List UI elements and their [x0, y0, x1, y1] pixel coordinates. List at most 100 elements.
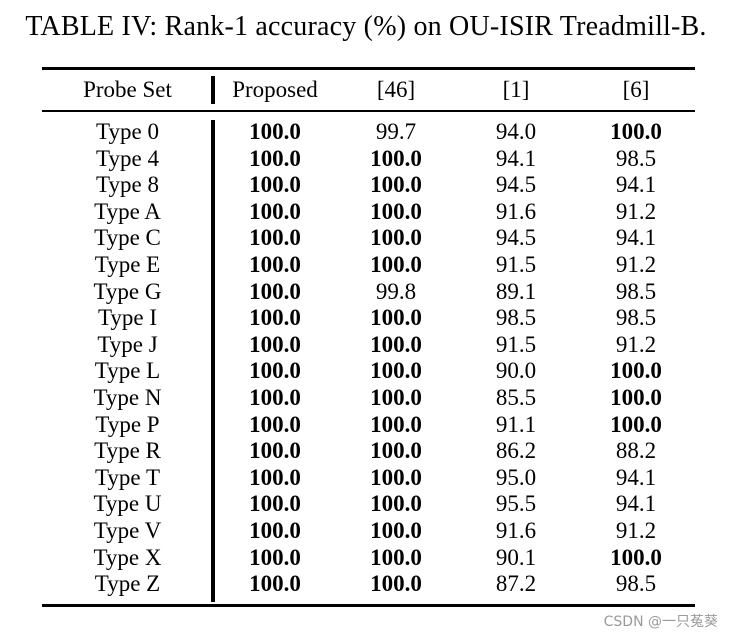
- accuracy-cell-proposed: 100.0: [249, 305, 301, 331]
- accuracy-cell-ref-6: 100.0: [610, 358, 662, 384]
- accuracy-cell-ref-46: 100.0: [370, 331, 422, 357]
- probe-set-cell: Type G: [93, 278, 162, 304]
- table-row: Type N 100.0 100.0 85.5 100.0: [0, 385, 732, 412]
- probe-set-cell: Type L: [94, 358, 161, 384]
- table-row: Type P 100.0 100.0 91.1 100.0: [0, 412, 732, 439]
- probe-set-cell: Type U: [93, 491, 162, 517]
- probe-set-cell: Type E: [94, 251, 161, 277]
- accuracy-cell-proposed: 100.0: [249, 225, 301, 251]
- accuracy-cell-ref-46: 100.0: [370, 491, 422, 517]
- accuracy-cell-ref-6: 94.1: [615, 491, 657, 517]
- accuracy-cell-ref-6: 91.2: [615, 331, 657, 357]
- accuracy-cell-ref-1: 86.2: [495, 438, 537, 464]
- accuracy-cell-proposed: 100.0: [249, 571, 301, 597]
- accuracy-cell-ref-46: 99.8: [375, 278, 417, 304]
- table-row: Type C 100.0 100.0 94.5 94.1: [0, 225, 732, 252]
- table-row: Type G 100.0 99.8 89.1 98.5: [0, 279, 732, 306]
- table-row: Type V 100.0 100.0 91.6 91.2: [0, 518, 732, 545]
- table-row: Type J 100.0 100.0 91.5 91.2: [0, 332, 732, 359]
- table-row: Type 4 100.0 100.0 94.1 98.5: [0, 146, 732, 173]
- accuracy-cell-ref-6: 98.5: [615, 145, 657, 171]
- body-column-divider: [211, 120, 215, 602]
- accuracy-cell-proposed: 100.0: [249, 331, 301, 357]
- table-header-rule: [42, 110, 695, 112]
- probe-set-cell: Type N: [93, 384, 162, 410]
- accuracy-cell-ref-46: 100.0: [370, 544, 422, 570]
- table-row: Type I 100.0 100.0 98.5 98.5: [0, 305, 732, 332]
- accuracy-cell-ref-1: 85.5: [495, 384, 537, 410]
- accuracy-cell-ref-6: 100.0: [610, 119, 662, 144]
- accuracy-cell-ref-6: 98.5: [615, 278, 657, 304]
- accuracy-cell-ref-1: 94.1: [495, 145, 537, 171]
- accuracy-cell-ref-6: 100.0: [610, 544, 662, 570]
- accuracy-cell-proposed: 100.0: [249, 145, 301, 171]
- table-body: Type 0 100.0 99.7 94.0 100.0 Type 4 100.0 100.0…: [0, 119, 732, 598]
- accuracy-cell-proposed: 100.0: [249, 438, 301, 464]
- accuracy-cell-ref-1: 91.1: [495, 411, 537, 437]
- accuracy-cell-ref-1: 94.5: [495, 172, 537, 198]
- accuracy-cell-proposed: 100.0: [249, 119, 301, 144]
- header-column-divider: [211, 76, 215, 104]
- probe-set-cell: Type 0: [96, 119, 159, 144]
- watermark-text: CSDN @一只菟葵: [603, 614, 718, 630]
- table-row: Type L 100.0 100.0 90.0 100.0: [0, 358, 732, 385]
- accuracy-cell-proposed: 100.0: [249, 278, 301, 304]
- accuracy-cell-ref-1: 90.0: [495, 358, 537, 384]
- probe-set-cell: Type 8: [96, 172, 159, 198]
- accuracy-cell-ref-46: 100.0: [370, 571, 422, 597]
- column-header-ref-1: [1]: [502, 77, 530, 102]
- accuracy-cell-ref-6: 91.2: [615, 517, 657, 543]
- probe-set-cell: Type X: [93, 544, 162, 570]
- accuracy-cell-ref-46: 100.0: [370, 411, 422, 437]
- accuracy-cell-proposed: 100.0: [249, 491, 301, 517]
- accuracy-cell-proposed: 100.0: [249, 251, 301, 277]
- accuracy-cell-ref-6: 91.2: [615, 198, 657, 224]
- accuracy-cell-proposed: 100.0: [249, 198, 301, 224]
- probe-set-cell: Type V: [93, 517, 162, 543]
- table-row: Type 0 100.0 99.7 94.0 100.0: [0, 119, 732, 146]
- probe-set-cell: Type C: [94, 225, 161, 251]
- accuracy-cell-ref-1: 94.5: [495, 225, 537, 251]
- accuracy-cell-ref-6: 100.0: [610, 384, 662, 410]
- table-row: Type X 100.0 100.0 90.1 100.0: [0, 545, 732, 572]
- accuracy-cell-ref-1: 95.0: [495, 464, 537, 490]
- accuracy-cell-proposed: 100.0: [249, 172, 301, 198]
- accuracy-cell-ref-46: 100.0: [370, 384, 422, 410]
- column-header-ref-6: [6]: [622, 77, 650, 102]
- accuracy-cell-ref-6: 91.2: [615, 251, 657, 277]
- accuracy-cell-ref-6: 94.1: [615, 225, 657, 251]
- accuracy-cell-ref-46: 100.0: [370, 358, 422, 384]
- accuracy-cell-ref-46: 100.0: [370, 145, 422, 171]
- table-row: Type Z 100.0 100.0 87.2 98.5: [0, 571, 732, 598]
- accuracy-cell-ref-46: 99.7: [375, 119, 417, 144]
- table-row: Type A 100.0 100.0 91.6 91.2: [0, 199, 732, 226]
- probe-set-cell: Type A: [94, 198, 161, 224]
- probe-set-cell: Type Z: [94, 571, 161, 597]
- column-header-proposed: Proposed: [232, 77, 318, 102]
- probe-set-cell: Type J: [97, 331, 158, 357]
- probe-set-cell: Type 4: [96, 145, 159, 171]
- accuracy-cell-ref-6: 100.0: [610, 411, 662, 437]
- table-row: Type E 100.0 100.0 91.5 91.2: [0, 252, 732, 279]
- accuracy-cell-ref-1: 89.1: [495, 278, 537, 304]
- probe-set-cell: Type P: [95, 411, 160, 437]
- accuracy-cell-ref-6: 94.1: [615, 464, 657, 490]
- table-row: Type U 100.0 100.0 95.5 94.1: [0, 491, 732, 518]
- accuracy-cell-ref-6: 94.1: [615, 172, 657, 198]
- accuracy-cell-ref-1: 94.0: [495, 119, 537, 144]
- accuracy-cell-proposed: 100.0: [249, 544, 301, 570]
- column-header-ref-46: [46]: [376, 77, 416, 102]
- table-top-rule: [42, 67, 695, 70]
- accuracy-cell-ref-1: 98.5: [495, 305, 537, 331]
- table-caption: TABLE IV: Rank-1 accuracy (%) on OU-ISIR…: [25, 11, 707, 42]
- accuracy-cell-ref-6: 98.5: [615, 571, 657, 597]
- accuracy-cell-ref-46: 100.0: [370, 438, 422, 464]
- accuracy-cell-proposed: 100.0: [249, 517, 301, 543]
- accuracy-cell-ref-46: 100.0: [370, 305, 422, 331]
- column-header-probe-set: Probe Set: [83, 77, 172, 102]
- accuracy-cell-ref-46: 100.0: [370, 517, 422, 543]
- accuracy-cell-ref-1: 87.2: [495, 571, 537, 597]
- accuracy-cell-ref-1: 90.1: [495, 544, 537, 570]
- accuracy-cell-ref-46: 100.0: [370, 251, 422, 277]
- accuracy-cell-ref-1: 91.6: [495, 517, 537, 543]
